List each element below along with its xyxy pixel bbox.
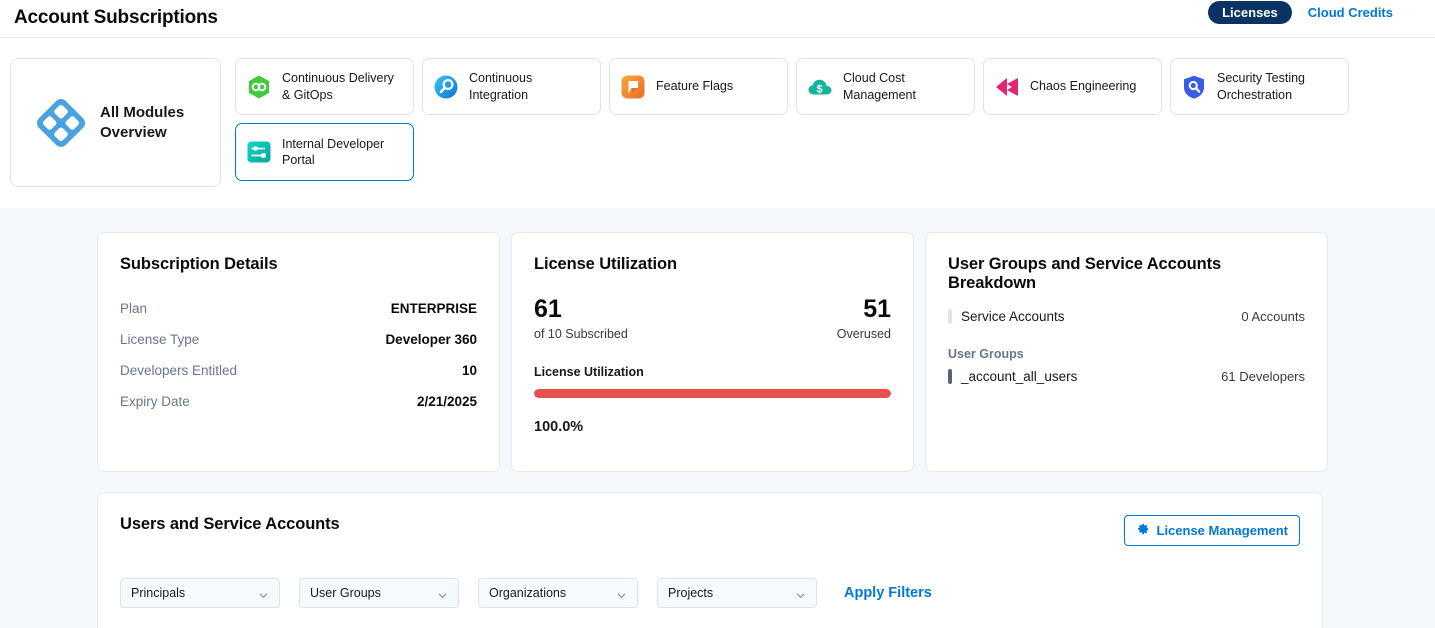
- user-group-color-bar: [948, 369, 952, 384]
- tab-licenses[interactable]: Licenses: [1208, 1, 1292, 24]
- filters-row: Principals User Groups Organizations: [120, 578, 1300, 608]
- page-title: Account Subscriptions: [14, 7, 218, 28]
- gitops-hexagon-icon: [246, 74, 272, 100]
- modules-grid: Continuous Delivery & GitOps: [235, 58, 1425, 181]
- filter-label: Projects: [668, 586, 714, 600]
- chaos-arrow-icon: [994, 74, 1020, 100]
- detail-key: Developers Entitled: [120, 363, 238, 378]
- license-utilization-numbers: 61 of 10 Subscribed 51 Overused: [534, 295, 891, 342]
- user-group-count: 61 Developers: [1221, 369, 1305, 384]
- tab-cloud-credits[interactable]: Cloud Credits: [1307, 5, 1393, 20]
- module-label: Continuous Integration: [469, 71, 533, 102]
- module-card-chaos-engineering[interactable]: Chaos Engineering: [983, 58, 1162, 115]
- breakdown-card: User Groups and Service Accounts Breakdo…: [925, 232, 1328, 472]
- detail-value: ENTERPRISE: [390, 301, 477, 316]
- module-card-security-testing[interactable]: Security Testing Orchestration: [1170, 58, 1349, 115]
- breakdown-user-groups-label: User Groups: [948, 347, 1024, 361]
- service-accounts-count: 0 Accounts: [1241, 309, 1305, 324]
- page-header: Account Subscriptions Licenses Cloud Cre…: [0, 0, 1435, 38]
- license-management-label: License Management: [1156, 523, 1289, 538]
- all-modules-overview-card[interactable]: All Modules Overview: [10, 58, 221, 187]
- module-strip: All Modules Overview Continuous Delivery…: [0, 39, 1435, 208]
- detail-key: Expiry Date: [120, 394, 190, 409]
- chevron-down-icon: [437, 588, 448, 599]
- license-utilization-bar-label: License Utilization: [534, 365, 644, 380]
- subscription-details-title: Subscription Details: [120, 255, 278, 273]
- ci-magnifier-icon: [433, 74, 459, 100]
- chevron-down-icon: [258, 588, 269, 599]
- svg-text:$: $: [817, 83, 823, 95]
- module-label: Cloud Cost Management: [843, 71, 916, 102]
- license-utilization-progress-fill: [534, 389, 891, 399]
- filter-principals[interactable]: Principals: [120, 578, 280, 608]
- module-label: Security Testing Orchestration: [1217, 71, 1306, 102]
- licenses-overused-count: 51: [863, 295, 891, 323]
- breakdown-row-user-group: _account_all_users 61 Developers: [948, 369, 1305, 384]
- detail-value: 10: [461, 363, 477, 378]
- summary-cards-row: Subscription Details Plan ENTERPRISE Lic…: [97, 232, 1328, 472]
- license-management-button[interactable]: License Management: [1123, 515, 1300, 546]
- chevron-down-icon: [616, 588, 627, 599]
- licenses-used-block: 61 of 10 Subscribed: [534, 295, 628, 342]
- header-tabs: Licenses Cloud Credits: [1208, 0, 1395, 25]
- service-accounts-name: Service Accounts: [961, 309, 1065, 324]
- breakdown-row-left: _account_all_users: [948, 369, 1077, 384]
- module-label: Internal Developer Portal: [282, 136, 385, 168]
- breakdown-title: User Groups and Service Accounts Breakdo…: [948, 255, 1222, 292]
- users-and-service-accounts-panel: Users and Service Accounts License Manag…: [97, 492, 1323, 628]
- security-shield-icon: [1181, 74, 1207, 100]
- licenses-overused-caption: Overused: [836, 327, 891, 342]
- cloud-dollar-icon: $: [807, 74, 833, 100]
- filter-label: Principals: [131, 586, 186, 600]
- user-group-name: _account_all_users: [961, 369, 1078, 384]
- chevron-down-icon: [795, 588, 806, 599]
- module-card-continuous-delivery[interactable]: Continuous Delivery & GitOps: [235, 58, 414, 115]
- detail-key: License Type: [120, 332, 200, 347]
- filter-organizations[interactable]: Organizations: [478, 578, 638, 608]
- idp-nodes-icon: [246, 139, 272, 165]
- license-utilization-progress-track: [534, 389, 891, 399]
- licenses-used-count: 61: [534, 295, 562, 323]
- feature-flag-icon: [620, 74, 646, 100]
- license-utilization-title: License Utilization: [534, 255, 677, 273]
- detail-value: Developer 360: [385, 332, 477, 347]
- module-card-internal-developer-portal[interactable]: Internal Developer Portal: [235, 123, 414, 181]
- subscription-details-rows: Plan ENTERPRISE License Type Developer 3…: [120, 293, 477, 417]
- diamond-grid-icon: [34, 96, 88, 150]
- filter-user-groups[interactable]: User Groups: [299, 578, 459, 608]
- detail-row-developers-entitled: Developers Entitled 10: [120, 355, 477, 386]
- license-utilization-percent: 100.0%: [534, 419, 584, 436]
- gear-icon: [1136, 522, 1150, 539]
- users-panel-title: Users and Service Accounts: [120, 515, 340, 533]
- detail-row-expiry-date: Expiry Date 2/21/2025: [120, 386, 477, 417]
- module-card-cloud-cost-management[interactable]: $ Cloud Cost Management: [796, 58, 975, 115]
- service-accounts-color-bar: [948, 309, 952, 324]
- filter-projects[interactable]: Projects: [657, 578, 817, 608]
- all-modules-overview-label: All Modules Overview: [100, 104, 185, 141]
- license-utilization-card: License Utilization 61 of 10 Subscribed …: [511, 232, 914, 472]
- module-card-continuous-integration[interactable]: Continuous Integration: [422, 58, 601, 115]
- breakdown-row-service-accounts: Service Accounts 0 Accounts: [948, 309, 1305, 324]
- licenses-overused-block: 51 Overused: [836, 295, 891, 342]
- breakdown-row-left: Service Accounts: [948, 309, 1065, 324]
- detail-row-plan: Plan ENTERPRISE: [120, 293, 477, 324]
- detail-row-license-type: License Type Developer 360: [120, 324, 477, 355]
- filter-label: Organizations: [489, 586, 567, 600]
- module-label: Feature Flags: [656, 79, 734, 94]
- filter-label: User Groups: [310, 586, 381, 600]
- licenses-used-caption: of 10 Subscribed: [534, 327, 628, 342]
- subscription-details-card: Subscription Details Plan ENTERPRISE Lic…: [97, 232, 500, 472]
- body-area: Subscription Details Plan ENTERPRISE Lic…: [0, 208, 1435, 628]
- module-label: Chaos Engineering: [1030, 79, 1137, 94]
- module-card-feature-flags[interactable]: Feature Flags: [609, 58, 788, 115]
- detail-value: 2/21/2025: [416, 394, 477, 409]
- module-label: Continuous Delivery & GitOps: [282, 71, 394, 102]
- apply-filters-button[interactable]: Apply Filters: [844, 585, 932, 601]
- detail-key: Plan: [120, 301, 148, 316]
- users-panel-header: Users and Service Accounts License Manag…: [120, 515, 1300, 546]
